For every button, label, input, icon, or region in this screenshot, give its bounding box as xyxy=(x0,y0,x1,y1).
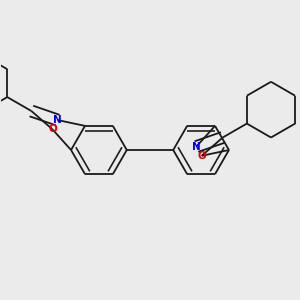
Text: O: O xyxy=(197,151,206,161)
Text: O: O xyxy=(48,124,57,134)
Text: N: N xyxy=(53,115,62,125)
Text: N: N xyxy=(192,142,201,152)
